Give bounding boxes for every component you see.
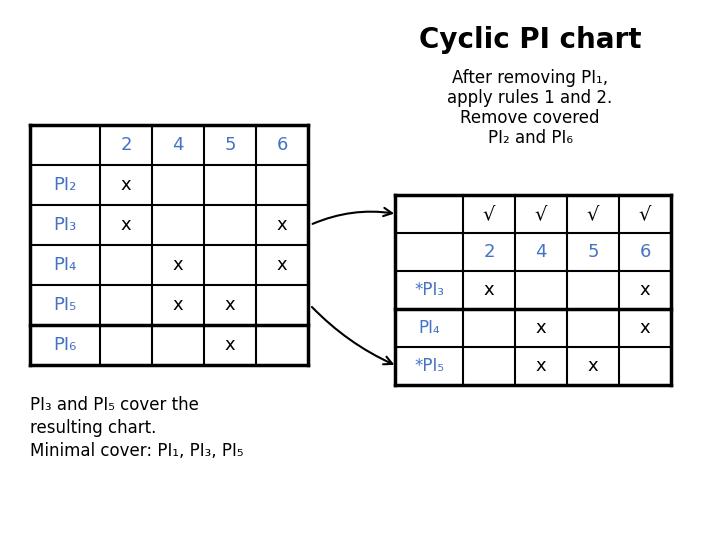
Text: Cyclic PI chart: Cyclic PI chart (419, 26, 642, 54)
Text: PI₃: PI₃ (53, 216, 76, 234)
Text: x: x (484, 281, 495, 299)
Text: 2: 2 (120, 136, 132, 154)
Text: x: x (121, 176, 131, 194)
Text: PI₂: PI₂ (53, 176, 77, 194)
Text: x: x (121, 216, 131, 234)
Text: PI₄: PI₄ (53, 256, 76, 274)
Text: PI₂ and PI₆: PI₂ and PI₆ (487, 129, 572, 147)
Text: resulting chart.: resulting chart. (30, 419, 156, 437)
Text: x: x (639, 281, 650, 299)
Text: 4: 4 (535, 243, 546, 261)
Text: x: x (225, 296, 235, 314)
Text: x: x (173, 296, 184, 314)
Text: apply rules 1 and 2.: apply rules 1 and 2. (447, 89, 613, 107)
Text: x: x (536, 357, 546, 375)
Text: x: x (276, 216, 287, 234)
Text: Minimal cover: PI₁, PI₃, PI₅: Minimal cover: PI₁, PI₃, PI₅ (30, 442, 243, 460)
Text: √: √ (639, 205, 651, 224)
Text: 6: 6 (639, 243, 651, 261)
Text: 2: 2 (483, 243, 495, 261)
Text: PI₃ and PI₅ cover the: PI₃ and PI₅ cover the (30, 396, 199, 414)
Text: x: x (276, 256, 287, 274)
Text: PI₆: PI₆ (53, 336, 77, 354)
Text: PI₅: PI₅ (53, 296, 76, 314)
Text: 6: 6 (276, 136, 288, 154)
Text: 5: 5 (224, 136, 235, 154)
Text: After removing PI₁,: After removing PI₁, (452, 69, 608, 87)
Text: x: x (225, 336, 235, 354)
Text: PI₄: PI₄ (418, 319, 440, 337)
Text: x: x (588, 357, 598, 375)
Text: 4: 4 (172, 136, 184, 154)
Text: √: √ (483, 205, 495, 224)
Text: 5: 5 (588, 243, 599, 261)
Text: *PI₅: *PI₅ (414, 357, 444, 375)
Text: x: x (536, 319, 546, 337)
Text: Remove covered: Remove covered (460, 109, 600, 127)
Text: √: √ (535, 205, 547, 224)
Text: x: x (639, 319, 650, 337)
Text: *PI₃: *PI₃ (414, 281, 444, 299)
Text: x: x (173, 256, 184, 274)
Text: √: √ (587, 205, 599, 224)
